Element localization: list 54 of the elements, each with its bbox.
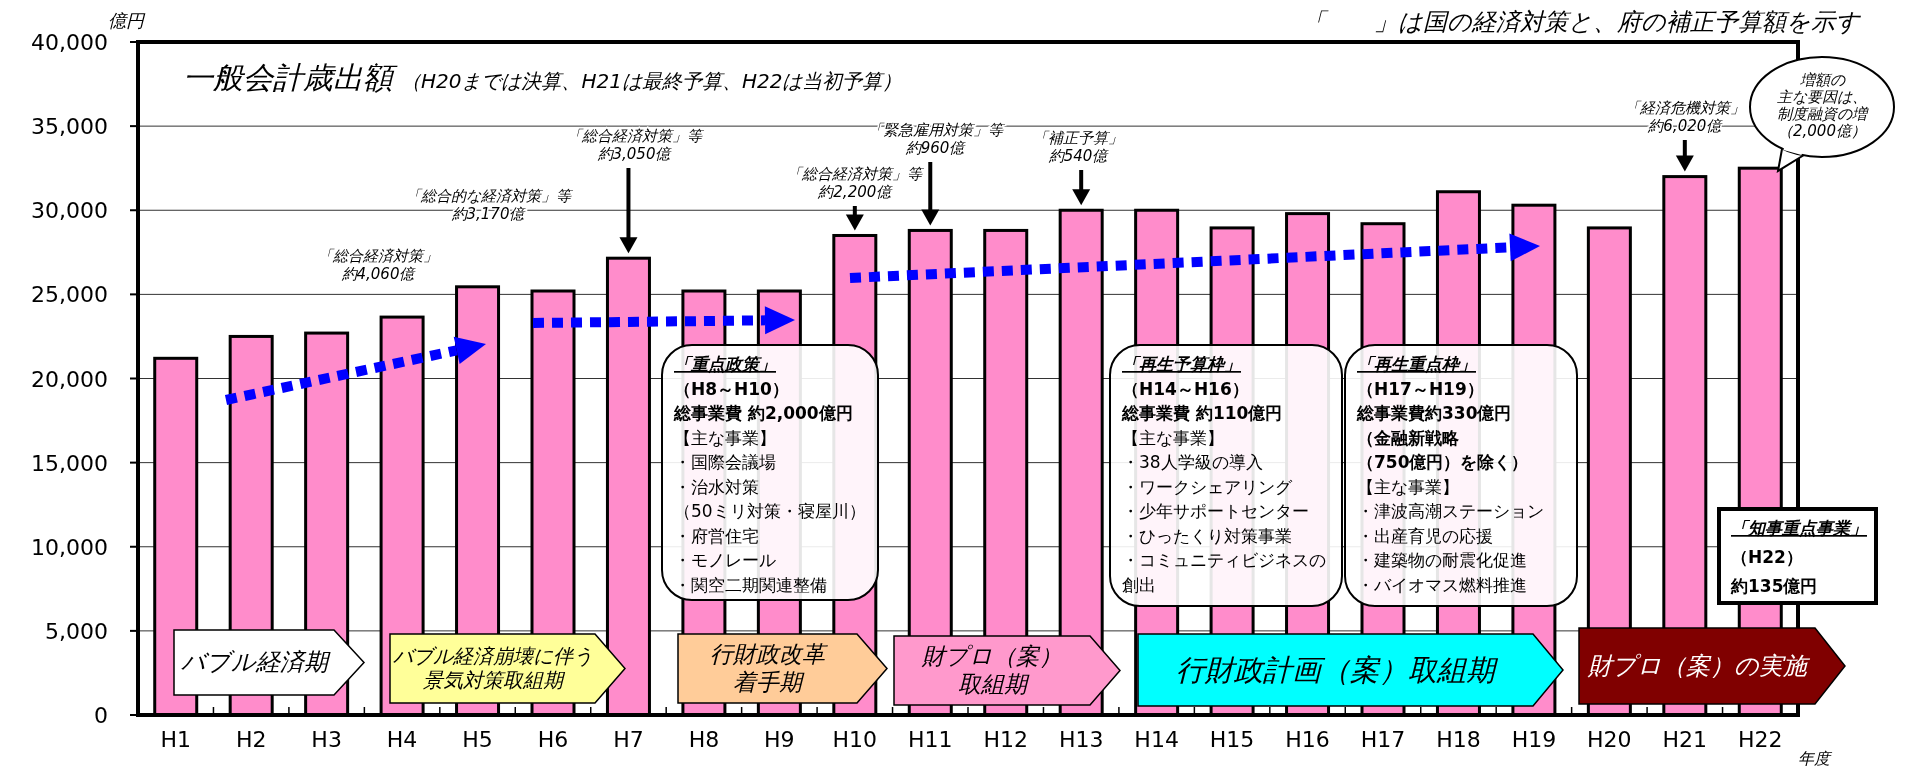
x-tick-label: H19 xyxy=(1511,727,1557,752)
y-axis-title: 億円 xyxy=(108,10,146,31)
annotation: 「知事重点事業」（H22）約135億円 xyxy=(1730,518,1867,596)
annotation: 「経済危機対策」約6,020億 xyxy=(1624,99,1745,135)
y-tick-label: 15,000 xyxy=(31,450,108,476)
text: （H20までは決算、H21は最終予算、H22は当初予算） xyxy=(401,69,903,93)
x-tick-label: H8 xyxy=(688,727,720,752)
annotation: バブル経済崩壊に伴う景気対策取組期 xyxy=(392,643,593,692)
x-tick-label: H17 xyxy=(1360,727,1406,752)
y-tick-label: 40,000 xyxy=(31,30,108,55)
annotation: 「総合経済対策」等約2,200億 xyxy=(787,165,926,201)
annotation: 「総合経済対策」等約3,050億 xyxy=(566,127,705,163)
annotation: 「総合経済対策」約4,060億 xyxy=(318,247,438,283)
annotation: バブル経済期 xyxy=(180,648,331,677)
annotation: 「補正予算」約540億 xyxy=(1033,129,1123,165)
x-tick-label: H12 xyxy=(983,727,1028,752)
text: 「 」は国の経済対策と、府の補正予算額を示す xyxy=(1302,8,1861,36)
annotation: 財プロ（案）取組期 xyxy=(921,642,1062,697)
annotation: 財プロ（案）の実施 xyxy=(1586,651,1811,680)
x-tick-label: H2 xyxy=(235,727,267,752)
annotation: 行財政計画（案）取組期 xyxy=(1176,652,1499,687)
y-tick-label: 30,000 xyxy=(31,198,108,224)
text: 「重点政策」（H8～H10）総事業費 約2,000億円【主な事業】・国際会議場・治水対策（50ミリ対策・寝屋川）・府営住宅・モノレール・関空二期関連整備 xyxy=(674,354,866,595)
y-tick-label: 5,000 xyxy=(45,618,108,644)
x-tick-label: H6 xyxy=(537,727,569,752)
y-tick-label: 10,000 xyxy=(31,534,108,560)
annotation: 行財政改革着手期 xyxy=(710,640,828,695)
annotation: 「緊急雇用対策」等約960億 xyxy=(867,121,1006,157)
x-tick-label: H3 xyxy=(311,727,342,752)
y-tick-label: 20,000 xyxy=(31,366,108,392)
text: 一般会計歳出額 xyxy=(183,60,398,95)
text: 「再生予算枠」（H14～H16）総事業費 約110億円【主な事業】・38人学級の導入・ワークシェアリング・少年サポートセンター・ひったくり対策事業・コミュニティビジネスの創出 xyxy=(1122,354,1326,595)
x-tick-label: H9 xyxy=(764,727,795,752)
x-tick-label: H22 xyxy=(1738,727,1783,752)
x-tick-label: H1 xyxy=(160,727,191,752)
x-tick-label: H16 xyxy=(1285,727,1330,752)
x-tick-label: H11 xyxy=(908,727,953,752)
y-tick-label: 35,000 xyxy=(31,114,108,140)
x-tick-label: H18 xyxy=(1436,727,1481,752)
y-tick-label: 0 xyxy=(94,703,108,728)
x-tick-label: H5 xyxy=(462,727,493,752)
x-tick-label: H4 xyxy=(386,727,418,752)
x-tick-label: H15 xyxy=(1209,727,1255,752)
x-tick-label: H13 xyxy=(1058,727,1104,752)
annotation: 増額の主な要因は、制度融資の増（2,000億） xyxy=(1777,71,1869,140)
text: 「再生重点枠」（H17～H19）総事業費約330億円（金融新戦略（750億円）を除く）【主な事業】・津波高潮ステーション・出産育児の応援・建築物の耐震化促進・バイオマス燃料推進 xyxy=(1357,354,1544,595)
x-tick-label: H7 xyxy=(613,727,644,752)
x-tick-label: H10 xyxy=(832,727,878,752)
annotation: 「総合的な経済対策」等約3,170億 xyxy=(405,187,574,223)
x-tick-label: H14 xyxy=(1134,727,1179,752)
x-tick-label: H20 xyxy=(1587,727,1632,752)
x-axis-title: 年度 xyxy=(1798,749,1833,768)
x-tick-label: H21 xyxy=(1662,727,1708,752)
y-tick-label: 25,000 xyxy=(31,282,108,308)
